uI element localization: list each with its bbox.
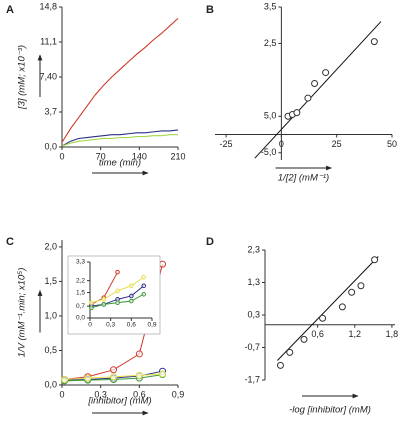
point [293,109,301,117]
marker [129,293,134,299]
y-tick-label: 1,5 [44,276,57,286]
y-tick-label: 1,0 [44,310,57,320]
marker [159,370,167,378]
panel-letter: C [6,236,14,248]
x-tick-label: 50 [387,139,397,149]
x-tick-label: 0,6 [311,329,324,339]
series-line [61,17,179,143]
y-tick-label: 5,0 [264,111,277,121]
y-tick-label: 7,40 [39,71,57,81]
y-tick-label: 3,3 [76,259,85,266]
marker [115,300,120,306]
x-axis-title: -log [inhibitor] (mM) [289,405,371,416]
marker [101,297,107,302]
marker [141,283,147,289]
marker [110,366,118,374]
fit-line [254,21,382,159]
x-tick-label: 70 [96,151,106,161]
point [276,361,284,369]
x-tick-label: 140 [132,151,147,161]
fit-line [277,256,379,361]
y-tick-label: 3,7 [44,106,57,116]
marker [115,288,120,294]
x-tick-label: 1,8 [386,329,399,339]
y-tick-label: 0,5 [44,345,57,355]
y-tick-label: 14,8 [39,1,57,11]
marker [159,260,167,268]
x-tick-label: 0 [59,389,64,399]
point [300,335,308,343]
panel-letter: A [6,4,14,16]
y-tick-label: 2,3 [247,244,260,254]
point [319,314,327,322]
y-tick-label: 11,1 [40,36,57,46]
point [311,80,319,87]
series-line [61,134,178,147]
marker [89,300,94,306]
x-tick-label: 0 [279,139,284,149]
panel-letter: D [206,236,214,248]
point [286,348,294,356]
y-axis-title: 1/V (mM⁻¹.min; x10⁵) [17,268,28,358]
y-tick-label: 2,0 [44,241,57,251]
y-tick-label: 0,0 [44,379,57,389]
x-axis-title: [inhibitor] (mM) [87,396,151,407]
marker [129,283,134,289]
marker [89,305,94,311]
point [338,303,346,311]
point [322,69,330,77]
panel-letter: B [206,4,214,16]
x-tick-label: -25 [220,139,233,149]
x-axis-title: time (min) [99,158,141,169]
y-axis-title: [3] (mM; x10⁻³) [17,45,28,110]
marker [141,291,147,297]
point [370,38,378,46]
y-tick-label: 1,5 [76,289,85,296]
marker [135,350,143,358]
point [371,256,379,264]
marker [61,375,69,383]
y-tick-label: 0,0 [76,315,85,322]
x-tick-label: 0,9 [147,322,156,329]
x-tick-label: 0,3 [94,389,107,399]
x-tick-label: 0 [88,322,92,329]
marker [110,373,118,381]
marker [135,371,143,379]
x-tick-label: 210 [170,151,185,161]
y-tick-label: 3,5 [264,1,277,11]
panel: 0,6 1,2 1,8 -1,7 -0,7 0,3 1,3 2,3 D -log [inhibit… [206,236,399,416]
panel: 0 0,3 0,6 0,9 0,0 0,7 1,5 2,2 3,3 [67,255,161,335]
y-tick-label: 1,3 [247,277,260,287]
y-tick-label: 0,3 [247,309,260,319]
marker [129,298,134,304]
y-tick-label: 2,5 [264,38,277,48]
y-tick-label: -5,0 [261,147,277,157]
x-tick-label: 0,6 [133,389,146,399]
y-tick-label: 0,7 [76,303,85,310]
x-tick-label: 0 [59,151,64,161]
x-tick-label: 0,6 [127,322,136,329]
point [357,282,365,290]
y-tick-label: 0,0 [44,141,57,151]
y-tick-label: -0,7 [244,342,260,352]
marker [84,374,92,382]
marker [115,269,120,275]
x-tick-label: 0,3 [106,322,115,329]
point [304,94,312,102]
y-tick-label: 2,2 [76,277,85,284]
x-axis-title: 1/[2] (mM⁻¹) [278,173,329,184]
point [348,288,356,296]
x-tick-label: 25 [332,139,342,149]
panel: 0 0,3 0,6 0,9 0,0 0,5 1,0 1,5 2,0 C [inhibitor] (m… [6,236,185,416]
y-tick-label: -1,7 [244,374,260,384]
marker [141,274,147,280]
x-tick-label: 0,9 [172,389,185,399]
x-tick-label: 1,2 [349,329,362,339]
marker [101,302,107,307]
series-line [61,129,179,147]
